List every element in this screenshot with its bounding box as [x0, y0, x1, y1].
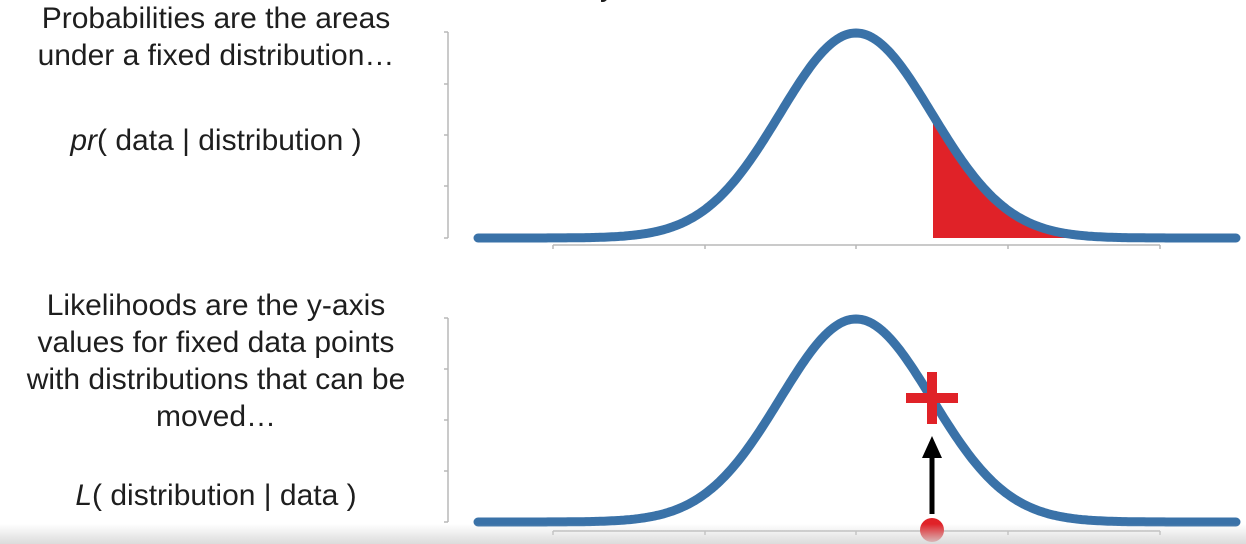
- likelihood-formula-rest: ( distribution | data ): [92, 479, 357, 512]
- probability-caption-line-1: Probabilities are the areas: [41, 2, 391, 35]
- likelihood-caption-line-1: Likelihoods are the y-axis: [46, 289, 386, 322]
- probability-caption: Probabilities are the areas under a fixe…: [0, 0, 432, 74]
- top-normal-curve: [473, 28, 1241, 243]
- probability-formula-rest: ( data | distribution ): [97, 124, 362, 157]
- top-plot-axes: [444, 31, 1161, 249]
- probability-caption-line-2: under a fixed distribution…: [37, 39, 395, 72]
- likelihood-formula: L( distribution | data ): [0, 477, 432, 514]
- likelihood-caption-line-3: with distributions that can be: [26, 363, 406, 396]
- likelihood-caption-line-2: values for fixed data points: [37, 326, 395, 359]
- probability-formula-prefix: pr: [70, 124, 98, 157]
- arrow-up-icon: [922, 436, 942, 514]
- probability-formula: pr( data | distribution ): [0, 122, 432, 159]
- cut-off-title-fragment: y: [600, 0, 680, 10]
- likelihood-formula-prefix: L: [75, 479, 93, 512]
- bottom-plot-axes: [444, 317, 1161, 535]
- cut-off-title-text: y: [600, 0, 615, 3]
- likelihood-caption-line-4: moved…: [155, 400, 277, 433]
- bottom-fade-overlay: [0, 524, 1246, 544]
- probability-shaded-area: [933, 115, 1110, 238]
- bottom-normal-curve: [473, 314, 1241, 527]
- likelihood-caption: Likelihoods are the y-axis values for fi…: [0, 287, 432, 435]
- plus-marker-icon: [906, 372, 958, 424]
